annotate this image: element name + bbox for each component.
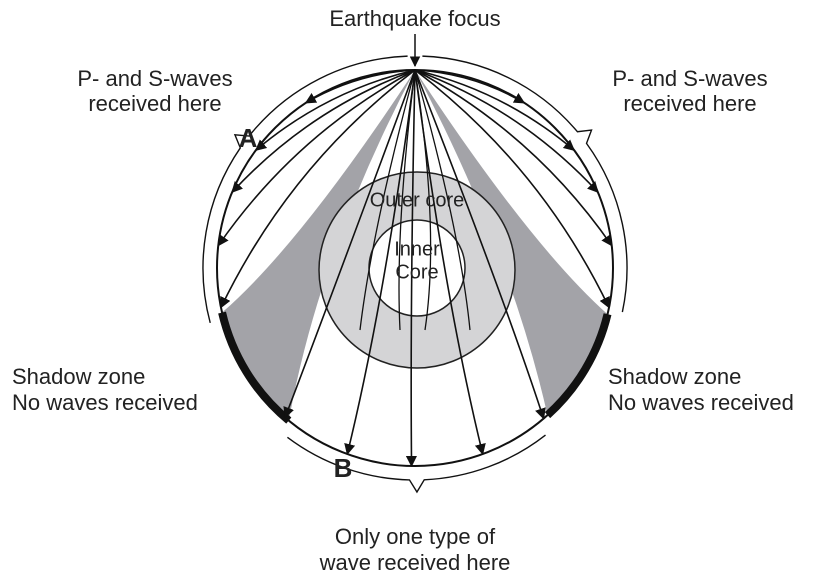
core-label: Outer core: [370, 189, 464, 211]
label-line: No waves received: [608, 390, 794, 415]
core-label: Inner: [394, 238, 440, 260]
core-label: Core: [395, 261, 438, 283]
label-line: Shadow zone: [12, 364, 145, 389]
label-line: No waves received: [12, 390, 198, 415]
point-label: A: [239, 123, 258, 153]
diagram: Earthquake focus P- and S-waves received…: [0, 0, 829, 574]
label-line: wave received here: [319, 550, 511, 574]
label-line: received here: [623, 91, 756, 116]
label-line: received here: [88, 91, 221, 116]
focus-label: Earthquake focus: [329, 6, 500, 31]
point-label: B: [334, 453, 353, 483]
label-line: Shadow zone: [608, 364, 741, 389]
label-line: P- and S-waves: [612, 66, 767, 91]
label-line: Only one type of: [335, 524, 496, 549]
label-line: P- and S-waves: [77, 66, 232, 91]
page: Earthquake focus P- and S-waves received…: [0, 0, 829, 574]
